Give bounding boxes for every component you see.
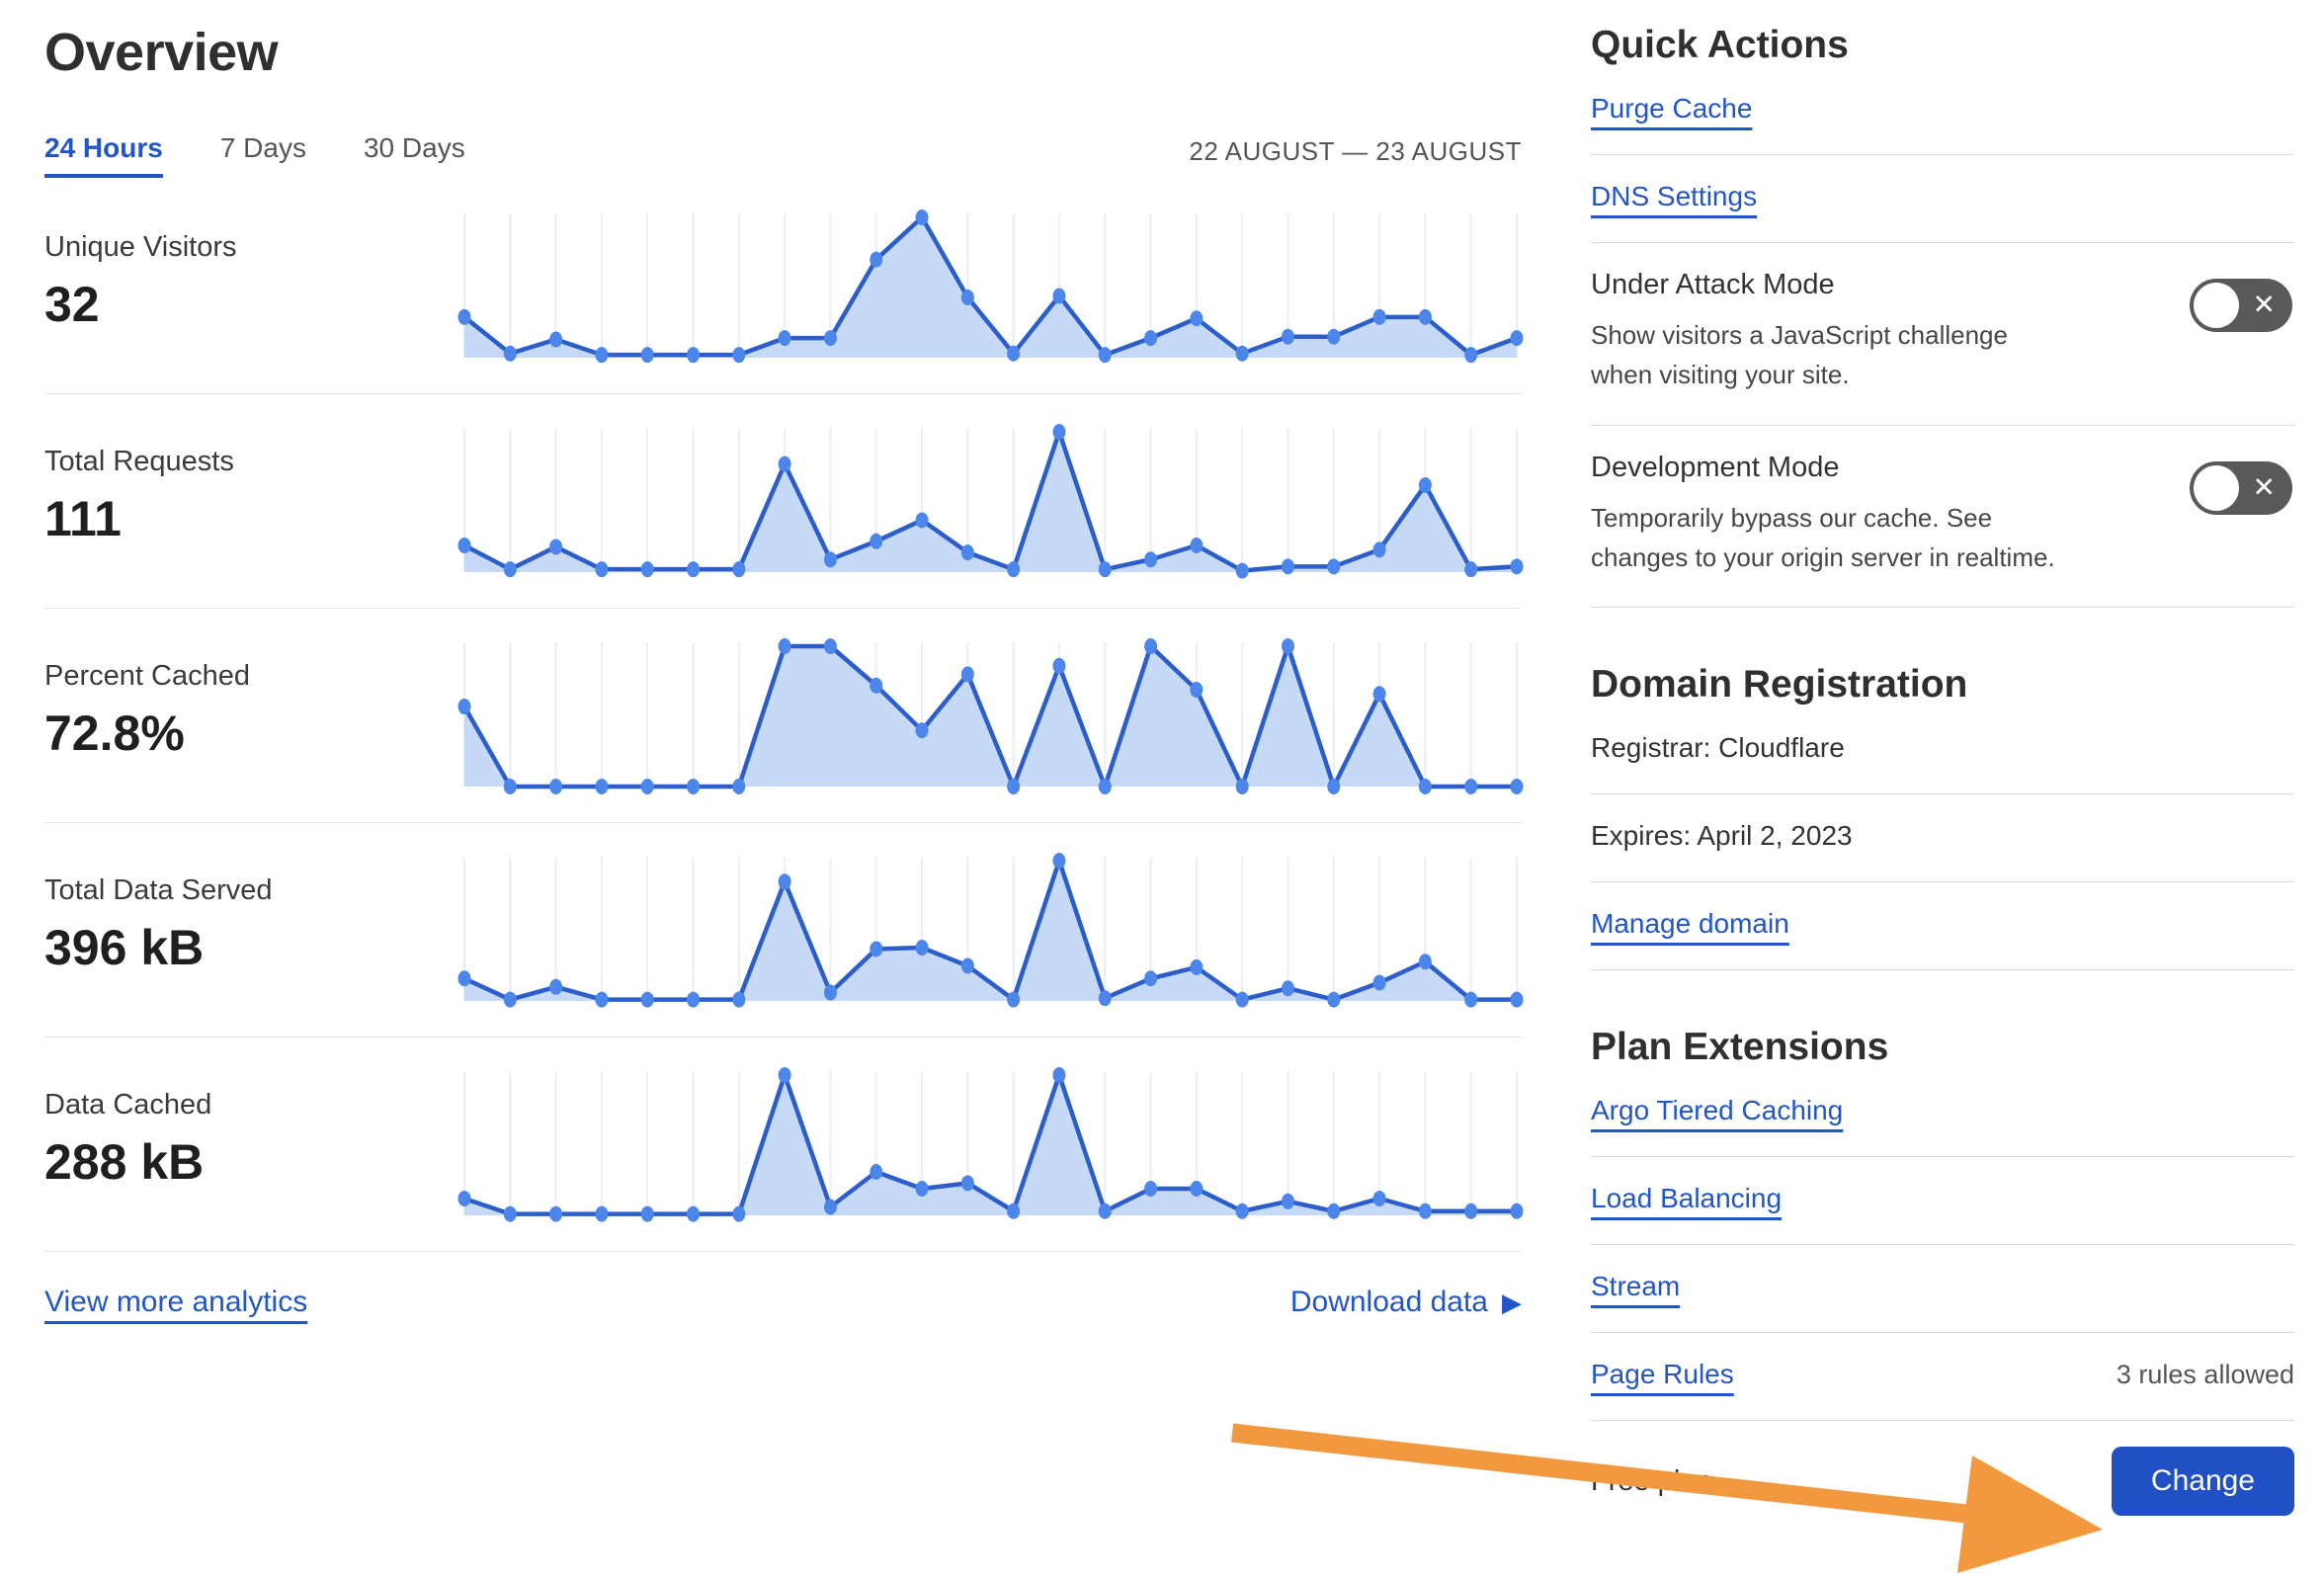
metric-row-data-cached: Data Cached 288 kB bbox=[44, 1038, 1524, 1252]
quick-actions-heading: Quick Actions bbox=[1591, 24, 1849, 66]
metric-label: Total Data Served bbox=[44, 874, 273, 906]
download-data-label: Download data bbox=[1289, 1286, 1488, 1318]
play-triangle-icon: ▶ bbox=[1502, 1287, 1522, 1317]
purge-cache-link[interactable]: Purge Cache bbox=[1591, 93, 1753, 124]
metric-value: 288 kB bbox=[44, 1134, 205, 1190]
development-mode-description: Temporarily bypass our cache. See change… bbox=[1591, 502, 2055, 572]
download-data-link[interactable]: Download data ▶ bbox=[1290, 1286, 1522, 1319]
expires-value: Expires: April 2, 2023 bbox=[1591, 820, 1853, 852]
purge-cache-row: Purge Cache bbox=[1591, 67, 2294, 155]
argo-tiered-caching-row: Argo Tiered Caching bbox=[1591, 1069, 2294, 1158]
change-plan-button[interactable]: Change bbox=[2111, 1447, 2294, 1517]
page-rules-link[interactable]: Page Rules bbox=[1591, 1359, 1734, 1390]
domain-registration-heading: Domain Registration bbox=[1591, 663, 1968, 706]
metric-label: Unique Visitors bbox=[44, 231, 237, 263]
under-attack-mode-row: Under Attack Mode Show visitors a JavaSc… bbox=[1591, 243, 2294, 426]
page-rules-row: Page Rules 3 rules allowed bbox=[1591, 1333, 2294, 1422]
analytics-footer: View more analytics Download data ▶ bbox=[44, 1286, 1522, 1319]
development-mode-row: Development Mode Temporarily bypass our … bbox=[1591, 426, 2294, 609]
toggle-knob bbox=[2194, 283, 2239, 328]
date-range-label: 22 AUGUST — 23 AUGUST bbox=[1189, 136, 1522, 166]
time-range-tabs: 24 Hours 7 Days 30 Days 22 AUGUST — 23 A… bbox=[44, 132, 1522, 180]
under-attack-mode-toggle[interactable]: ✕ bbox=[2190, 279, 2292, 332]
metric-row-total-data-served: Total Data Served 396 kB bbox=[44, 823, 1524, 1038]
metric-row-percent-cached: Percent Cached 72.8% bbox=[44, 609, 1524, 823]
development-mode-toggle[interactable]: ✕ bbox=[2190, 460, 2292, 515]
plan-row: Free plan Change bbox=[1591, 1421, 2294, 1517]
metric-row-unique-visitors: Unique Visitors 32 bbox=[44, 180, 1524, 394]
metric-label: Percent Cached bbox=[44, 660, 250, 692]
metric-label: Total Requests bbox=[44, 446, 234, 477]
registrar-row: Registrar: Cloudflare bbox=[1591, 706, 2294, 795]
registrar-value: Registrar: Cloudflare bbox=[1591, 732, 1845, 764]
metric-value: 396 kB bbox=[44, 920, 205, 975]
load-balancing-link[interactable]: Load Balancing bbox=[1591, 1183, 1783, 1214]
stream-link[interactable]: Stream bbox=[1591, 1271, 1681, 1302]
toggle-knob bbox=[2194, 464, 2239, 511]
manage-domain-row: Manage domain bbox=[1591, 882, 2294, 971]
unique-visitors-sparkline bbox=[457, 209, 1524, 364]
metric-value: 72.8% bbox=[44, 706, 185, 761]
percent-cached-sparkline bbox=[457, 638, 1524, 794]
metric-label: Data Cached bbox=[44, 1089, 212, 1121]
view-more-analytics-link[interactable]: View more analytics bbox=[44, 1286, 308, 1318]
metric-value: 111 bbox=[44, 491, 122, 546]
under-attack-mode-title: Under Attack Mode bbox=[1591, 269, 1835, 300]
tab-30-days[interactable]: 30 Days bbox=[363, 132, 465, 163]
under-attack-mode-description: Show visitors a JavaScript challenge whe… bbox=[1591, 320, 2008, 390]
tab-24-hours[interactable]: 24 Hours bbox=[44, 132, 163, 178]
total-requests-sparkline bbox=[457, 424, 1524, 579]
page-title: Overview bbox=[44, 23, 279, 82]
development-mode-title: Development Mode bbox=[1591, 451, 1840, 483]
plan-name-label: Free plan bbox=[1591, 1464, 1712, 1497]
dns-settings-link[interactable]: DNS Settings bbox=[1591, 181, 1758, 211]
metric-value: 32 bbox=[44, 277, 100, 332]
metric-row-total-requests: Total Requests 111 bbox=[44, 394, 1524, 609]
sidebar: Quick Actions Purge Cache DNS Settings U… bbox=[1591, 0, 2294, 1517]
plan-extensions-heading: Plan Extensions bbox=[1591, 1026, 1889, 1069]
toggle-off-x-icon: ✕ bbox=[2252, 289, 2276, 320]
stream-row: Stream bbox=[1591, 1245, 2294, 1334]
total-data-served-sparkline bbox=[457, 853, 1524, 1008]
data-cached-sparkline bbox=[457, 1067, 1524, 1222]
analytics-column: Overview 24 Hours 7 Days 30 Days 22 AUGU… bbox=[44, 0, 1524, 1319]
page-rules-allowance: 3 rules allowed bbox=[2116, 1360, 2294, 1390]
toggle-off-x-icon: ✕ bbox=[2252, 471, 2276, 503]
tab-7-days[interactable]: 7 Days bbox=[219, 132, 306, 163]
dns-settings-row: DNS Settings bbox=[1591, 155, 2294, 243]
expires-row: Expires: April 2, 2023 bbox=[1591, 794, 2294, 883]
manage-domain-link[interactable]: Manage domain bbox=[1591, 908, 1789, 940]
argo-tiered-caching-link[interactable]: Argo Tiered Caching bbox=[1591, 1095, 1844, 1126]
load-balancing-row: Load Balancing bbox=[1591, 1157, 2294, 1246]
